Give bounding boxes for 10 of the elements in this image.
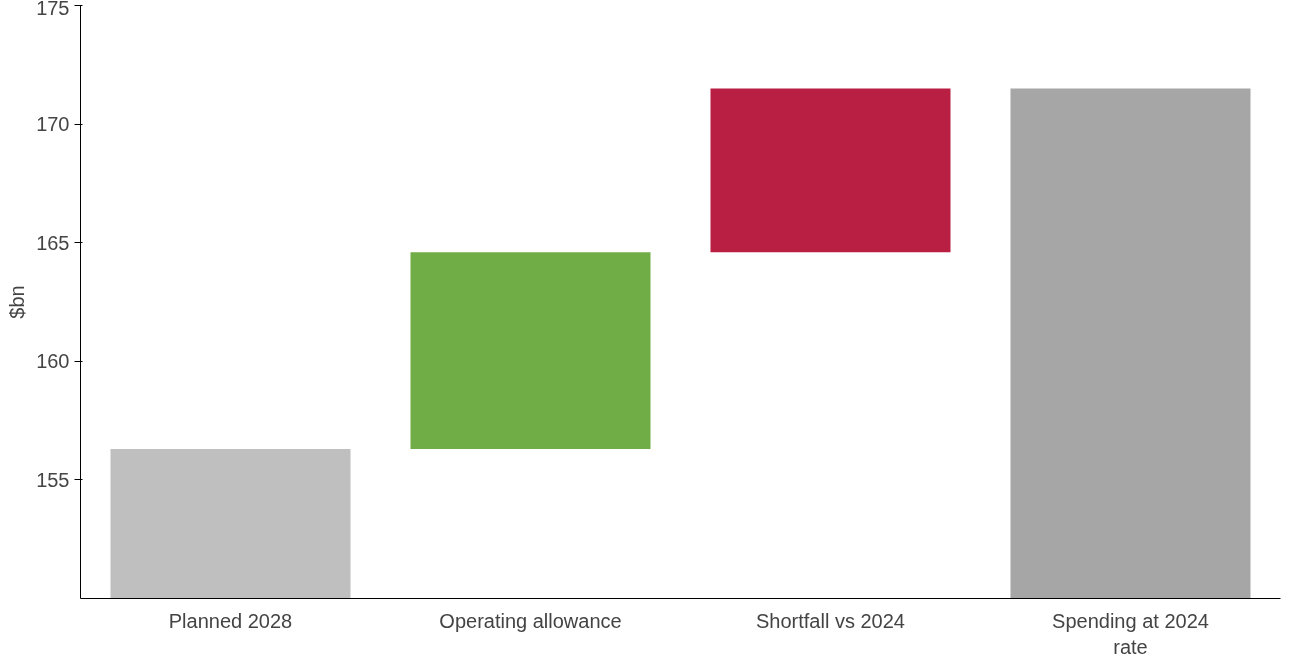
y-tick-label: 165 xyxy=(36,231,70,254)
y-axis-title: $bn xyxy=(6,285,29,319)
y-tick-label: 175 xyxy=(36,0,70,19)
y-tick-label: 170 xyxy=(36,113,70,136)
x-tick-label: Operating allowance xyxy=(439,609,622,632)
x-tick-label: Spending at 2024 rate xyxy=(1052,609,1209,658)
x-tick-label: Shortfall vs 2024 xyxy=(756,609,905,632)
x-tick-label: Planned 2028 xyxy=(168,609,293,632)
y-tick-label: 155 xyxy=(36,468,70,491)
y-tick-label: 160 xyxy=(36,350,70,373)
